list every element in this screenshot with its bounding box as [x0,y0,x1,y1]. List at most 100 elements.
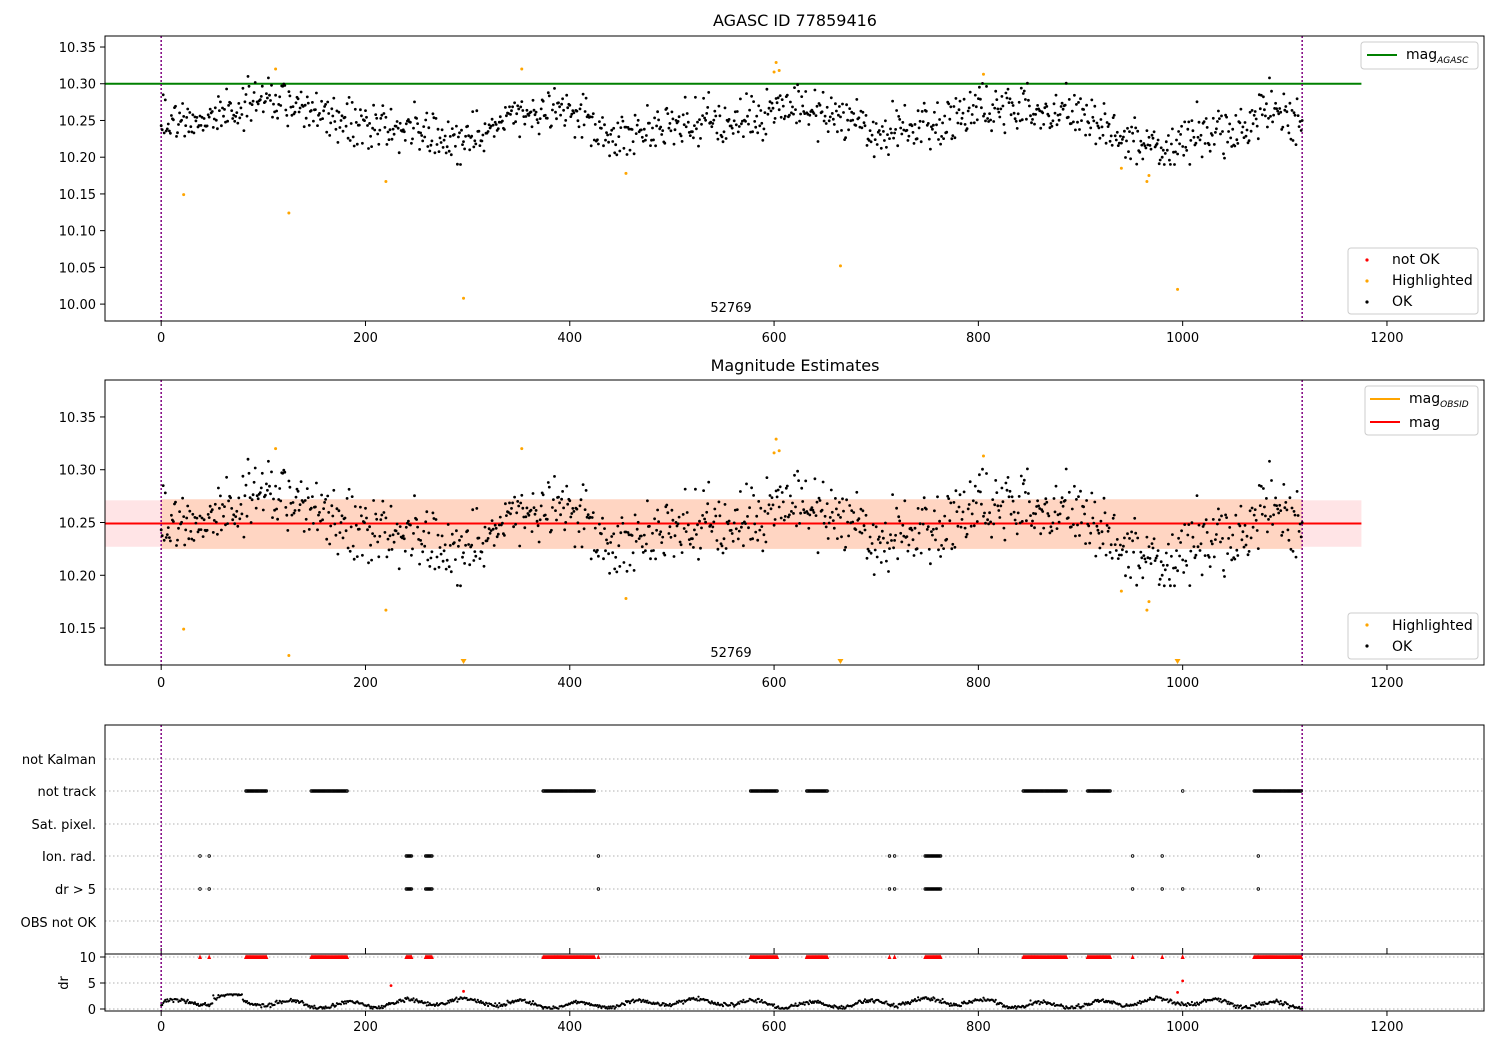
agasc-xtick-label-5: 1000 [1166,331,1199,346]
agasc-ok-point-354 [521,109,525,112]
estimates-ok-point-28 [188,509,192,513]
agasc-ok-point-753 [929,147,932,151]
estimates-ok-point-434 [603,527,606,530]
estimates-ok-point-317 [483,525,487,529]
estimates-ok-point-1040 [1222,569,1225,572]
estimates-ok-point-543 [714,514,718,518]
estimates-ok-point-159 [322,507,325,510]
flag-mark-1-4-650 [823,789,827,793]
estimates-ok-point-953 [1133,516,1137,520]
agasc-ok-point-925 [1104,141,1108,145]
estimates-ok-point-626 [799,511,802,515]
agasc-ok-point-190 [353,107,357,111]
agasc-ok-point-764 [940,135,943,138]
estimates-highlighted-point-12 [1147,600,1151,604]
estimates-ok-point-813 [990,535,993,539]
flag-mark-3-5-713 [887,854,892,858]
legend-ok-2: OK [1392,639,1413,655]
estimates-ok-point-617 [790,510,793,513]
dr-clipped-marker-4-652 [825,954,830,959]
agasc-ok-point-707 [882,130,885,133]
estimates-ok-point-955 [1135,583,1139,587]
estimates-ok-point-763 [939,555,942,558]
estimates-ok-point-672 [846,520,849,524]
agasc-ok-point-838 [1015,126,1019,130]
estimates-ok-point-152 [315,481,318,485]
estimates-ok-point-706 [880,529,884,533]
dr-point-634 [807,1003,810,1006]
dr-point-1066 [1249,1007,1252,1010]
dr-point-958 [1138,999,1141,1003]
agasc-ok-point-123 [285,114,289,117]
dr-point-510 [681,999,684,1002]
estimates-ok-point-659 [832,526,836,530]
estimates-ok-point-815 [992,522,996,526]
agasc-ok-point-83 [244,93,248,96]
agasc-ok-point-8 [168,129,171,133]
agasc-ok-point-1063 [1245,128,1249,132]
dr-point-860 [1038,1003,1041,1006]
dr-point-917 [1096,998,1099,1002]
dr-point-285 [451,998,454,1001]
estimates-ok-point-459 [628,563,632,567]
agasc-ok-point-961 [1141,157,1145,161]
agasc-ok-point-32 [192,131,196,135]
dr-point-487 [657,1002,660,1005]
agasc-ok-point-656 [829,96,833,100]
agasc-ok-point-425 [593,123,597,126]
estimates-ok-point-1058 [1240,538,1244,542]
agasc-ok-point-297 [463,147,466,151]
estimates-ok-point-80 [241,474,245,478]
legend-mag-agasc-sub: AGASC [1436,56,1469,66]
estimates-ok-point-389 [557,495,560,499]
agasc-ok-point-672 [846,118,849,122]
agasc-highlighted-point-6 [624,171,628,175]
agasc-ok-point-384 [552,103,555,106]
dr-point-504 [674,1002,678,1005]
agasc-ok-point-306 [472,145,476,149]
dr-point-497 [667,1004,671,1007]
estimates-ok-point-780 [956,524,960,528]
estimates-ok-point-1114 [1297,530,1301,533]
estimates-ok-point-250 [415,518,418,521]
estimates-ok-point-476 [646,499,649,503]
dr-point-624 [797,1004,800,1007]
estimates-ok-point-89 [250,498,254,502]
dr-point-327 [494,1002,497,1005]
estimates-ok-point-656 [829,488,833,492]
agasc-ok-point-7 [166,122,170,126]
agasc-ok-point-411 [579,103,583,106]
estimates-ok-point-463 [632,569,636,572]
agasc-ok-point-732 [907,134,911,138]
dr-clipped-marker-19-1000 [1180,954,1185,959]
estimates-ok-point-852 [1030,524,1033,527]
estimates-ok-point-171 [334,533,338,537]
estimates-ok-point-830 [1007,495,1011,499]
legend-highlighted-2: Highlighted [1392,618,1473,634]
estimates-ok-point-41 [201,535,205,538]
agasc-ok-point-314 [480,139,484,143]
estimates-ok-point-239 [403,549,407,553]
flag-mark-1-4-636 [809,789,813,793]
agasc-ok-point-1031 [1212,143,1216,146]
agasc-ok-point-512 [682,123,686,126]
dr-point-115 [277,1001,280,1005]
estimates-ok-point-792 [968,480,972,484]
estimates-ok-point-957 [1137,564,1141,568]
flag-mark-1-5-859 [1036,789,1041,793]
estimates-ok-point-965 [1145,535,1149,539]
agasc-ok-point-1043 [1225,115,1228,119]
estimates-ok-point-490 [660,541,664,544]
agasc-ok-point-530 [701,114,704,117]
estimates-ok-point-811 [988,511,991,515]
estimates-ok-point-988 [1169,584,1172,588]
agasc-ok-point-852 [1030,121,1033,125]
agasc-ok-point-312 [478,144,482,148]
estimates-ok-point-46 [206,513,210,516]
estimates-ok-point-995 [1176,569,1179,573]
agasc-ok-point-470 [639,128,643,132]
agasc-ok-point-576 [748,108,751,112]
estimates-ok-point-55 [216,532,219,536]
agasc-ok-point-769 [945,130,949,134]
agasc-ok-point-343 [510,109,513,113]
